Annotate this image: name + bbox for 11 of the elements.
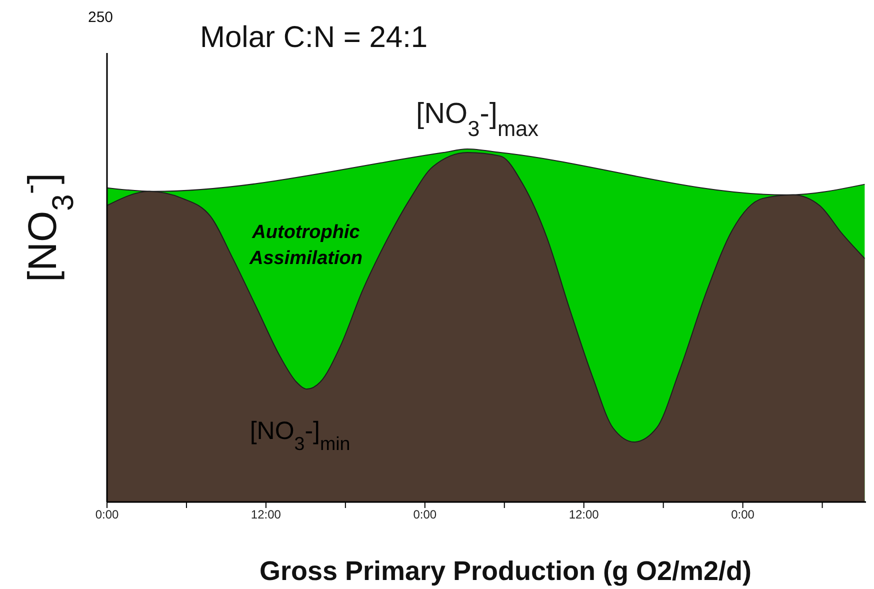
x-tick-label: 0:00 [731,508,755,522]
x-axis-title: Gross Primary Production (g O2/m2/d) [259,556,752,586]
x-tick-label: 0:00 [413,508,437,522]
series-label: [NO$_{3}$-]$_{min}$ [250,417,350,454]
series-label: [NO$_{3}$-]$_{max}$ [416,98,539,141]
text: 250 [88,9,114,26]
x-tick-label: 12:00 [250,508,282,522]
annotation: Autotrophic Assimilation [248,222,362,269]
x-tick-label: 12:00 [568,508,600,522]
x-tick-label: 0:00 [95,508,119,522]
text: Molar C:N = 24:1 [200,21,428,54]
